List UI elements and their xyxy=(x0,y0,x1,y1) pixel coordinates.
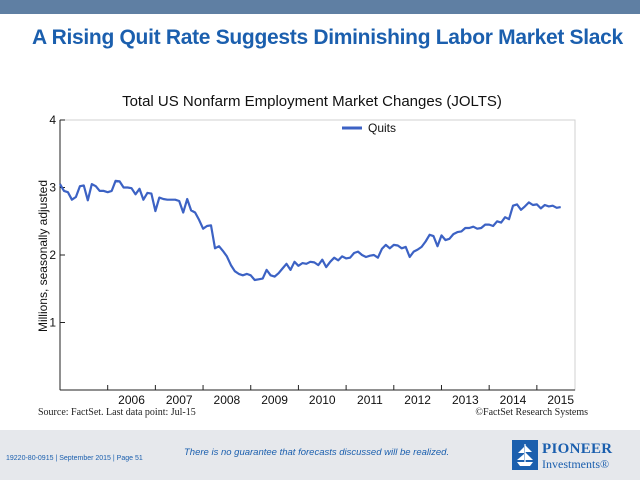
copyright-note: ©FactSet Research Systems xyxy=(475,407,588,418)
page-info: 19220-80-0915 | September 2015 | Page 51 xyxy=(6,455,143,462)
header-bar xyxy=(0,0,640,14)
x-tick-label: 2011 xyxy=(357,393,383,407)
x-tick-label: 2010 xyxy=(309,393,336,407)
pioneer-logo: PIONEER Investments® xyxy=(512,440,630,472)
quits-series-line xyxy=(59,179,561,282)
plot-area-frame xyxy=(59,119,576,391)
x-tick-label: 2012 xyxy=(404,393,431,407)
x-tick-label: 2013 xyxy=(452,393,479,407)
y-tick-label: 2 xyxy=(49,248,56,262)
chart-title: Total US Nonfarm Employment Market Chang… xyxy=(122,93,502,110)
x-tick-label: 2009 xyxy=(261,393,288,407)
y-tick-label: 4 xyxy=(49,113,56,127)
y-tick-label: 1 xyxy=(49,316,56,330)
x-tick-label: 2006 xyxy=(118,393,145,407)
ship-icon xyxy=(512,440,538,470)
x-tick-label: 2014 xyxy=(500,393,527,407)
quits-line-chart: Total US Nonfarm Employment Market Chang… xyxy=(36,93,576,407)
y-tick-label: 3 xyxy=(49,181,56,195)
legend-label-quits: Quits xyxy=(368,121,396,135)
logo-wordmark: PIONEER xyxy=(542,441,613,457)
x-tick-label: 2007 xyxy=(166,393,193,407)
disclaimer-text: There is no guarantee that forecasts dis… xyxy=(184,447,450,458)
chart-legend: Quits xyxy=(342,121,396,135)
logo-subtitle: Investments® xyxy=(542,457,610,471)
source-note: Source: FactSet. Last data point: Jul-15 xyxy=(38,407,196,418)
x-tick-label: 2008 xyxy=(214,393,241,407)
x-tick-label: 2015 xyxy=(547,393,574,407)
slide-title: A Rising Quit Rate Suggests Diminishing … xyxy=(32,26,623,49)
x-ticks: 2006 2007 2008 2009 2010 2011 2012 2013 2014 2015 xyxy=(107,385,574,407)
y-axis-label: Millions, seasonally adjusted xyxy=(36,180,50,332)
